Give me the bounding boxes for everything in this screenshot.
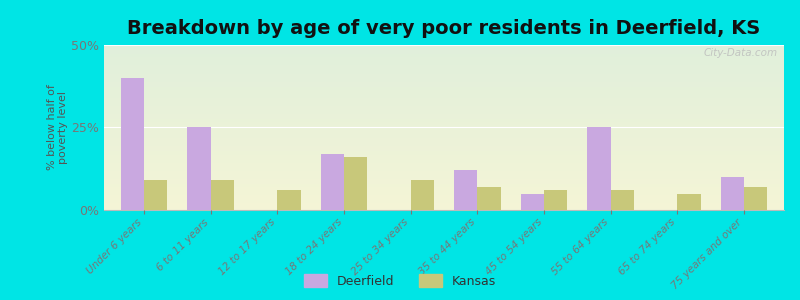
Bar (544, 190, 567, 210)
Bar (144, 180, 167, 210)
Bar (678, 194, 701, 210)
Bar (454, 170, 478, 210)
Bar (410, 180, 434, 210)
Bar (610, 190, 634, 210)
Bar (521, 194, 544, 210)
Y-axis label: % below half of
poverty level: % below half of poverty level (46, 85, 68, 170)
Bar (344, 157, 367, 210)
Bar (478, 187, 501, 210)
Bar (121, 78, 144, 210)
Bar (721, 177, 744, 210)
Bar (210, 180, 234, 210)
Text: City-Data.com: City-Data.com (703, 48, 778, 58)
Bar (278, 190, 301, 210)
Title: Breakdown by age of very poor residents in Deerfield, KS: Breakdown by age of very poor residents … (127, 19, 761, 38)
Bar (321, 154, 344, 210)
Bar (744, 187, 767, 210)
Legend: Deerfield, Kansas: Deerfield, Kansas (304, 274, 496, 288)
Bar (587, 128, 610, 210)
Bar (187, 128, 210, 210)
